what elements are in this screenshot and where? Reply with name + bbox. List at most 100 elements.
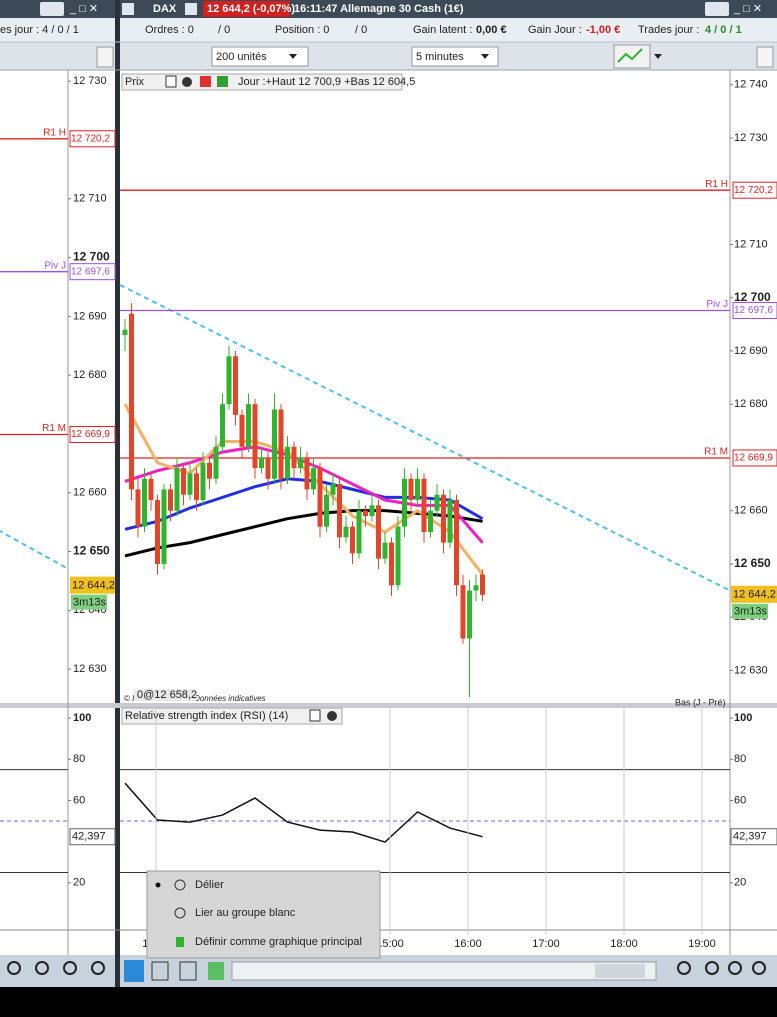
menu-background — [146, 870, 381, 959]
candle-body — [467, 590, 472, 639]
x-tick-label: 18:00 — [610, 938, 638, 950]
zoom-icon[interactable] — [7, 961, 21, 975]
price-plot: 12 740 12 730 12 710 12 700 12 690 12 680 12 6… — [0, 75, 777, 698]
candle-body — [148, 478, 154, 501]
info-icon[interactable] — [185, 3, 197, 15]
candle-body — [382, 542, 388, 559]
candle-body — [356, 510, 362, 554]
link-icon — [174, 879, 186, 891]
candle-body — [129, 313, 134, 490]
candle-body — [480, 574, 485, 595]
order-button[interactable] — [208, 962, 224, 980]
candle-body — [460, 585, 466, 639]
rsi-header — [121, 707, 343, 725]
rsi-last: 42,397 — [733, 831, 767, 843]
candle-body — [135, 489, 141, 527]
window-icon[interactable] — [309, 709, 321, 722]
down-icon[interactable] — [200, 76, 211, 87]
scroll-thumb[interactable] — [595, 964, 645, 978]
ticket-button[interactable] — [96, 46, 114, 68]
pane-separator — [0, 703, 777, 708]
chart-header — [121, 73, 403, 91]
keyboard-icon[interactable] — [40, 2, 64, 16]
zoom-icon[interactable] — [705, 961, 719, 975]
x-tick-label: 19:00 — [688, 938, 716, 950]
window-icon[interactable] — [165, 75, 177, 88]
candle-body — [389, 542, 394, 586]
candle-body — [473, 585, 479, 591]
close-icon[interactable] — [182, 77, 192, 87]
candle-body — [246, 404, 251, 447]
up-icon[interactable] — [217, 76, 228, 87]
y-tick-label: 12 700 — [734, 290, 771, 304]
level-name: Piv J — [706, 299, 728, 310]
candle-body — [434, 494, 440, 511]
candle-body — [304, 457, 310, 490]
units-select[interactable] — [211, 46, 309, 67]
candle-body — [285, 446, 290, 479]
y-tick-label: 12 650 — [734, 556, 771, 570]
level-name: R1 M — [704, 447, 728, 458]
menu-item[interactable]: Définir comme graphique principal — [195, 936, 362, 948]
last-price: 12 644,2 — [72, 580, 115, 592]
candle-body — [441, 494, 446, 543]
keyboard-icon[interactable] — [705, 2, 729, 16]
candle-body — [324, 494, 329, 527]
chart-area — [0, 70, 777, 955]
zoom-out[interactable] — [728, 961, 742, 975]
candle-body — [454, 500, 459, 586]
gain-latent-label: Gain latent : — [413, 24, 472, 36]
candle-body — [369, 505, 375, 517]
panel-divider — [115, 0, 120, 987]
position: Position : 0 — [275, 24, 329, 36]
candle-body — [402, 478, 407, 527]
y-tick-label: 100 — [73, 712, 91, 724]
menu-item[interactable]: Lier au groupe blanc — [195, 907, 296, 919]
zoom-out[interactable] — [63, 961, 77, 975]
y-tick-label: 12 680 — [734, 398, 768, 410]
timer-box — [732, 603, 768, 619]
menu-icon[interactable] — [122, 3, 134, 15]
y-tick-label: 80 — [73, 753, 85, 765]
y-tick-label: 12 660 — [73, 487, 107, 499]
gain-jour-label: Gain Jour : — [528, 24, 582, 36]
close-icon[interactable] — [327, 711, 337, 721]
quote: 12 644,2 (-0,07%) — [207, 3, 295, 15]
candle-body — [142, 478, 147, 527]
zoom-icons — [7, 961, 766, 975]
y-tick-label: 20 — [734, 877, 746, 889]
rsi-title: Relative strength index (RSI) (14) — [125, 710, 288, 722]
trades: 4 / 0 / 1 — [705, 24, 742, 36]
menu-item[interactable]: Délier — [195, 879, 224, 891]
instrument-info: 16:11:47 Allemagne 30 Cash (1€) — [294, 3, 464, 15]
context-menu: Délier Lier au groupe blanc Définir comm… — [146, 870, 381, 959]
indicator-button[interactable] — [613, 44, 651, 69]
link-button[interactable] — [151, 961, 169, 981]
candle-body — [239, 414, 245, 447]
zoom-in[interactable] — [752, 961, 766, 975]
units[interactable]: 200 unités — [216, 51, 267, 63]
period[interactable]: 5 minutes — [416, 51, 464, 63]
candle-body — [220, 404, 225, 447]
left-trades: es jour : 4 / 0 / 1 — [0, 24, 79, 36]
window-controls[interactable]: _ □ ✕ — [733, 3, 762, 15]
y-tick-label: 12 650 — [73, 544, 110, 558]
candle-body — [265, 457, 271, 479]
order-tag-box — [134, 689, 196, 701]
ticket-button[interactable] — [756, 46, 774, 68]
zoom-in[interactable] — [91, 961, 105, 975]
window-controls[interactable]: _ □ ✕ — [69, 3, 98, 15]
scrollbar[interactable] — [231, 961, 657, 981]
candle-body — [122, 329, 128, 335]
quote-box — [203, 1, 290, 17]
share-button[interactable] — [124, 960, 144, 982]
zoom-icon[interactable] — [677, 961, 691, 975]
list-button[interactable] — [179, 961, 197, 981]
y-tick-label: 12 730 — [73, 75, 107, 87]
period-select[interactable] — [411, 46, 499, 67]
trendline — [119, 284, 731, 592]
y-tick-label: 12 710 — [734, 238, 768, 250]
instrument[interactable]: DAX — [153, 3, 177, 15]
zoom-icon[interactable] — [35, 961, 49, 975]
